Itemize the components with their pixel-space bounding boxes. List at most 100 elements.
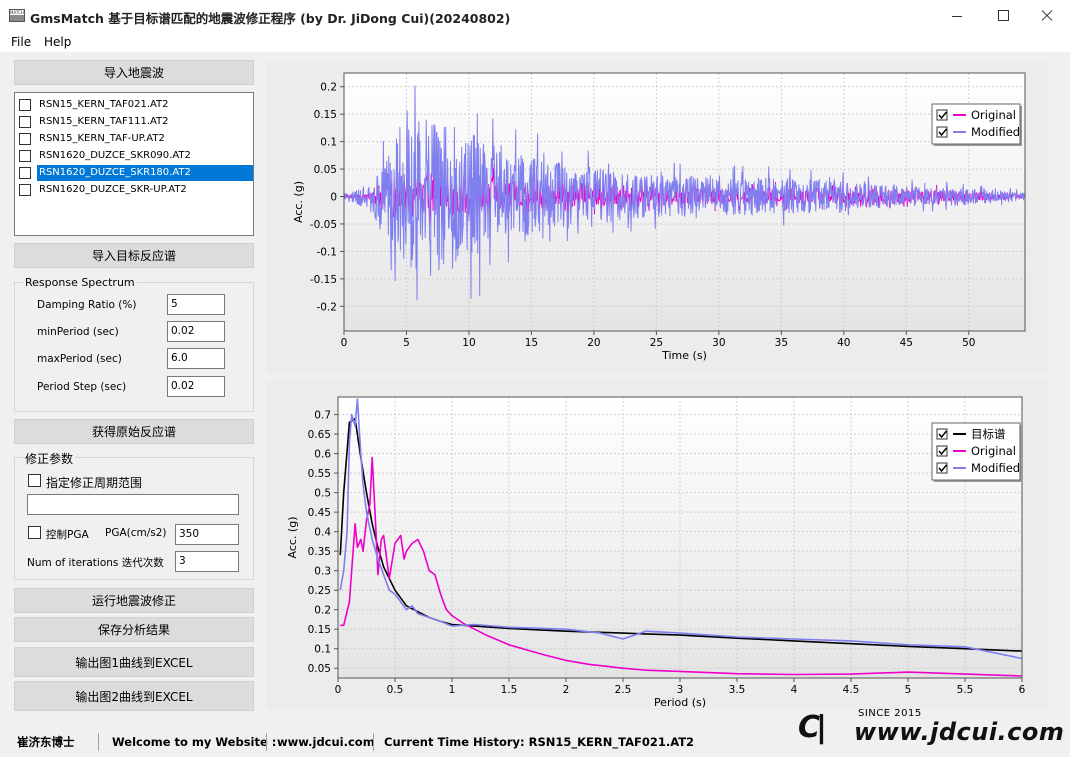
file-list-item[interactable]: RSN1620_DUZCE_SKR180.AT2 — [19, 165, 253, 181]
window-title: GmsMatch 基于目标谱匹配的地震波修正程序 (by Dr. JiDong … — [30, 11, 511, 26]
logo-since: SINCE 2015 — [858, 708, 922, 719]
minimize-button[interactable] — [934, 0, 980, 32]
export-chart1-button[interactable]: 输出图1曲线到EXCEL — [14, 647, 254, 677]
series-line-2 — [339, 398, 1023, 660]
pga-control-label: 控制PGA — [46, 529, 89, 541]
legend-checkbox — [936, 428, 948, 440]
file-list-item[interactable]: RSN15_KERN_TAF-UP.AT2 — [19, 131, 253, 147]
damping-label: Damping Ratio (%) — [37, 299, 137, 311]
wave-file-list[interactable]: RSN15_KERN_TAF021.AT2 RSN15_KERN_TAF111.A… — [14, 92, 254, 236]
legend-label: Modified — [971, 461, 1020, 475]
status-author: 崔济东博士 — [17, 735, 75, 749]
get-original-spectrum-button[interactable]: 获得原始反应谱 — [14, 419, 254, 444]
damping-input[interactable]: 5 — [167, 294, 225, 315]
response-spectrum-group: Response Spectrum Damping Ratio (%) 5 mi… — [14, 276, 254, 412]
group-title: Response Spectrum — [23, 276, 137, 289]
iterations-input[interactable]: 3 — [175, 551, 239, 572]
x-tick-label: 10 — [462, 337, 475, 349]
status-welcome: Welcome to my Website : — [112, 735, 277, 749]
file-list-item[interactable]: RSN15_KERN_TAF111.AT2 — [19, 114, 253, 130]
run-modification-button[interactable]: 运行地震波修正 — [14, 588, 254, 613]
pga-label: PGA(cm/s2) — [105, 527, 167, 539]
file-name: RSN15_KERN_TAF021.AT2 — [39, 99, 169, 110]
y-tick-label: -0.15 — [310, 274, 337, 286]
x-tick-label: 6 — [1019, 684, 1026, 696]
title-bar: MATCH GmsMatch 基于目标谱匹配的地震波修正程序 (by Dr. J… — [0, 0, 1070, 32]
x-axis-label: Time (s) — [661, 349, 707, 362]
legend-label: 目标谱 — [971, 427, 1006, 441]
menu-file[interactable]: File — [11, 35, 32, 49]
status-separator — [98, 733, 99, 751]
y-tick-label: 0.7 — [314, 410, 331, 422]
app-icon: MATCH — [9, 9, 25, 22]
period-range-input[interactable] — [27, 494, 239, 515]
response-spectrum-chart: 0 0.5 1 1.5 2 2.5 3 3.5 4 4.5 5 5.5 6 0.7 0.65 0.6 0.55 0… — [286, 396, 1026, 709]
y-tick-label: 0.2 — [314, 605, 331, 617]
maximize-button[interactable] — [980, 0, 1026, 32]
x-tick-label: 35 — [775, 337, 788, 349]
file-checkbox[interactable] — [19, 116, 31, 128]
y-tick-label: 0.05 — [314, 164, 337, 176]
close-button[interactable] — [1024, 0, 1070, 32]
file-checkbox[interactable] — [19, 99, 31, 111]
site-logo: C| SINCE 2015 www.jdcui.com — [796, 706, 1064, 750]
x-tick-label: 30 — [712, 337, 725, 349]
check-icon — [938, 464, 948, 473]
legend-checkbox — [936, 445, 948, 457]
group-title: 修正参数 — [23, 450, 76, 467]
y-tick-label: -0.05 — [310, 219, 337, 231]
plot-frame — [343, 72, 1026, 332]
file-checkbox[interactable] — [19, 150, 31, 162]
max-period-label: maxPeriod (sec) — [37, 353, 122, 365]
x-tick-label: 0.5 — [387, 684, 404, 696]
y-tick-label: 0.1 — [314, 644, 331, 656]
x-tick-label: 4 — [791, 684, 798, 696]
y-tick-label: 0.35 — [308, 546, 331, 558]
file-name: RSN15_KERN_TAF-UP.AT2 — [39, 133, 165, 144]
file-checkbox[interactable] — [19, 133, 31, 145]
x-tick-label: 0 — [341, 337, 348, 349]
y-tick-label: 0.2 — [320, 82, 337, 94]
status-website-link[interactable]: www.jdcui.com — [277, 735, 375, 749]
period-range-label: 指定修正周期范围 — [46, 476, 143, 490]
export-chart2-button[interactable]: 输出图2曲线到EXCEL — [14, 681, 254, 711]
import-target-spectrum-button[interactable]: 导入目标反应谱 — [14, 243, 254, 268]
save-results-button[interactable]: 保存分析结果 — [14, 617, 254, 642]
file-name: RSN1620_DUZCE_SKR-UP.AT2 — [39, 184, 187, 195]
x-tick-label: 15 — [525, 337, 538, 349]
min-period-label: minPeriod (sec) — [37, 326, 119, 338]
file-list-item[interactable]: RSN15_KERN_TAF021.AT2 — [19, 97, 253, 113]
status-separator — [266, 733, 267, 751]
x-tick-label: 5.5 — [957, 684, 974, 696]
logo-mark-icon: C| — [798, 710, 827, 745]
period-step-input[interactable]: 0.02 — [167, 376, 225, 397]
y-tick-label: 0 — [330, 192, 337, 204]
y-tick-label: 0.1 — [320, 137, 337, 149]
import-wave-button[interactable]: 导入地震波 — [14, 60, 254, 85]
legend-label: Modified — [971, 125, 1020, 139]
pga-control-checkbox[interactable] — [28, 526, 41, 539]
max-period-input[interactable]: 6.0 — [167, 348, 225, 369]
series-line-1 — [340, 456, 1023, 677]
x-tick-label: 25 — [650, 337, 663, 349]
menu-bar: File Help — [0, 32, 1070, 52]
check-icon — [938, 111, 948, 120]
file-checkbox[interactable] — [19, 184, 31, 196]
file-list-item[interactable]: RSN1620_DUZCE_SKR090.AT2 — [19, 148, 253, 164]
x-tick-label: 20 — [587, 337, 600, 349]
x-tick-label: 3 — [677, 684, 684, 696]
x-tick-label: 40 — [837, 337, 850, 349]
time-history-chart: 0 5 10 15 20 25 30 35 40 45 50 0.2 0.15 0.1 0.05 0 -0.05… — [292, 72, 1026, 362]
file-name: RSN1620_DUZCE_SKR180.AT2 — [37, 165, 253, 181]
file-list-item[interactable]: RSN1620_DUZCE_SKR-UP.AT2 — [19, 182, 253, 198]
x-tick-label: 2.5 — [615, 684, 632, 696]
period-range-checkbox[interactable] — [28, 474, 41, 487]
check-icon — [938, 430, 948, 439]
min-period-input[interactable]: 0.02 — [167, 321, 225, 342]
check-icon — [938, 447, 948, 456]
pga-input[interactable]: 350 — [175, 524, 239, 545]
file-checkbox[interactable] — [19, 167, 31, 179]
legend-label: Original — [971, 108, 1016, 122]
menu-help[interactable]: Help — [44, 35, 72, 49]
legend-checkbox — [936, 109, 948, 121]
